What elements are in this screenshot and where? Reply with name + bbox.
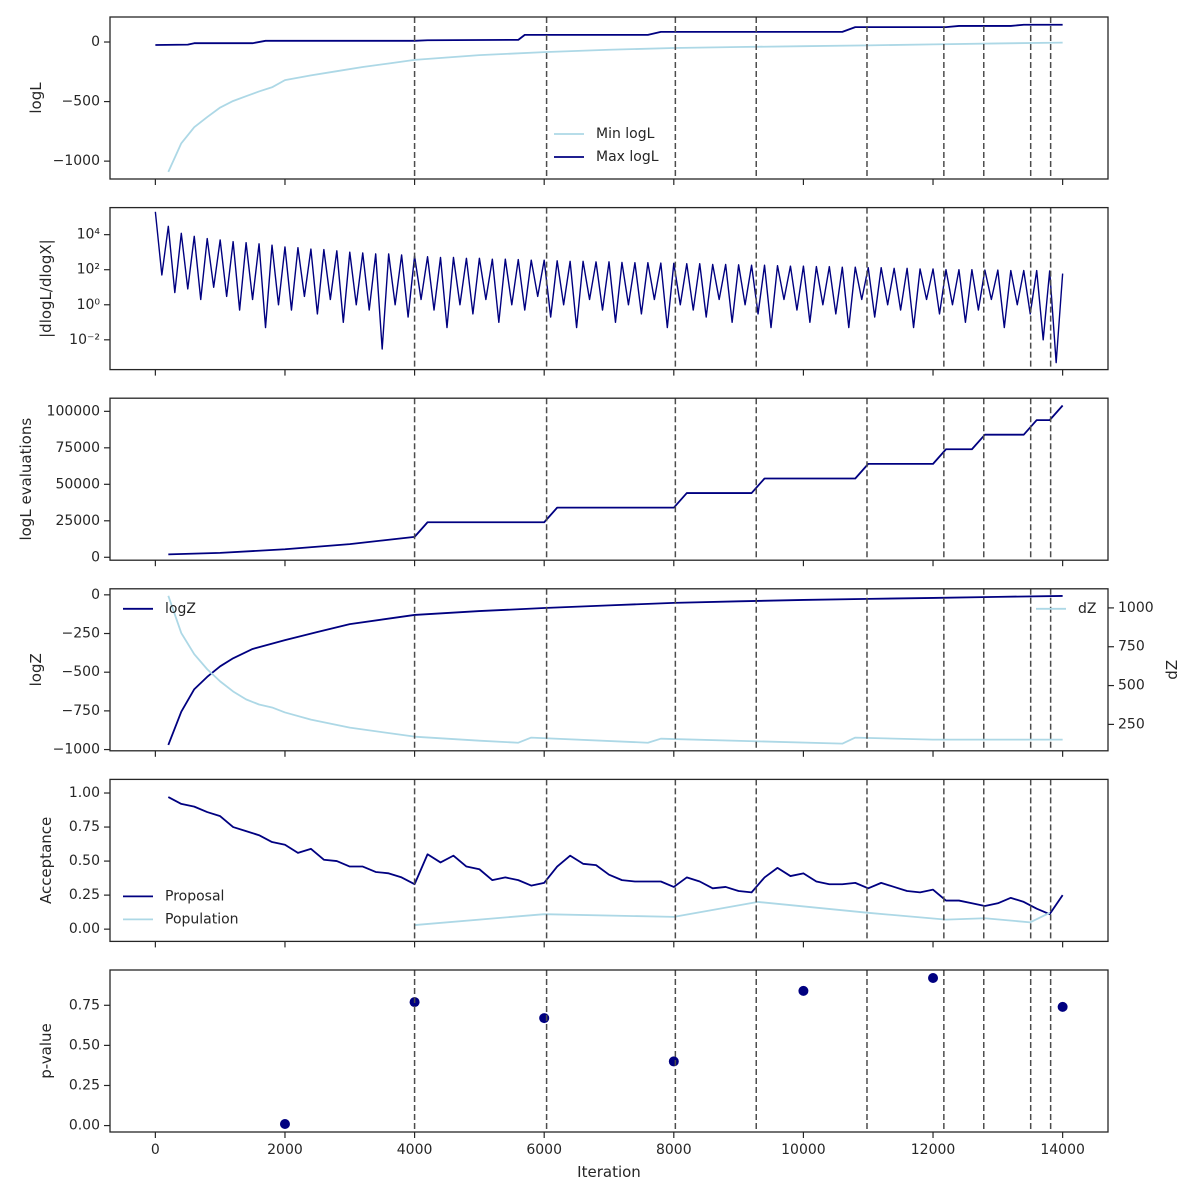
series-line <box>167 595 1063 745</box>
y-tick-label: −250 <box>62 626 100 642</box>
x-tick-label: 14000 <box>1040 1142 1085 1158</box>
y-tick-label: 10⁰ <box>77 297 101 313</box>
y-tick-label: 0.25 <box>69 887 100 903</box>
y-tick-label: 0 <box>91 549 100 565</box>
point <box>1057 1001 1068 1012</box>
plot-frame <box>109 397 1109 561</box>
y-tick-label: −500 <box>62 94 100 110</box>
y-tick-label: −1000 <box>53 153 100 169</box>
plot-frame <box>109 16 1109 180</box>
y-tick-label: 10⁻² <box>69 332 100 348</box>
series-line <box>167 41 1063 173</box>
series-line <box>167 595 1063 746</box>
y-tick-label: 500 <box>1118 678 1145 694</box>
y-tick-label: 0.75 <box>69 997 100 1013</box>
x-tick-label: 4000 <box>397 1142 433 1158</box>
y-tick-label: 10⁴ <box>77 227 101 243</box>
y-tick-label: 1000 <box>1118 600 1154 616</box>
y-tick-label: 100000 <box>47 403 100 419</box>
y-tick-label: −750 <box>62 703 100 719</box>
y-tick-label: 0.50 <box>69 1037 100 1053</box>
legend-label: Min logL <box>596 126 655 142</box>
y-tick-label: 75000 <box>55 440 100 456</box>
y-axis-label: Acceptance <box>37 817 55 904</box>
y-tick-label: 25000 <box>55 513 100 529</box>
y-tick-label: 1.00 <box>69 785 100 801</box>
y-tick-label: 50000 <box>55 476 100 492</box>
plot-frame <box>109 588 1109 752</box>
y-axis-label: p-value <box>37 1023 55 1079</box>
y-axis-label: logL <box>27 82 45 114</box>
point <box>928 973 939 984</box>
y-tick-label: −1000 <box>53 742 100 758</box>
x-tick-label: 6000 <box>526 1142 562 1158</box>
legend-label: Max logL <box>596 149 659 165</box>
y-axis-label: logZ <box>27 653 45 686</box>
series-line <box>155 23 1063 46</box>
y-axis-label: |dlogL/dlogX| <box>37 239 55 338</box>
point <box>539 1013 550 1024</box>
point <box>798 985 809 996</box>
y-tick-label: 250 <box>1118 716 1145 732</box>
y-tick-label: 10² <box>77 262 100 278</box>
y-tick-label: 0.75 <box>69 819 100 835</box>
y-tick-label: 0.25 <box>69 1077 100 1093</box>
series-line <box>167 796 1064 916</box>
y-tick-label: 0 <box>91 34 100 50</box>
legend-label: Proposal <box>165 888 224 904</box>
series-line <box>154 211 1064 364</box>
legend-label: dZ <box>1078 601 1096 617</box>
x-tick-label: 0 <box>151 1142 160 1158</box>
y-tick-label: 750 <box>1118 639 1145 655</box>
x-tick-label: 12000 <box>911 1142 956 1158</box>
y2-axis-label: dZ <box>1163 660 1181 680</box>
x-axis-label: Iteration <box>577 1163 641 1181</box>
plot-frame <box>109 206 1109 371</box>
y-tick-label: 0.00 <box>69 1118 100 1134</box>
plot-frame <box>109 778 1109 943</box>
series-line <box>414 901 1051 926</box>
y-tick-label: 0.50 <box>69 853 100 869</box>
legend-label: logZ <box>165 601 196 617</box>
point <box>668 1056 679 1067</box>
x-tick-label: 10000 <box>781 1142 826 1158</box>
y-tick-label: 0 <box>91 587 100 603</box>
x-tick-label: 8000 <box>656 1142 692 1158</box>
y-axis-label: logL evaluations <box>17 418 35 541</box>
plot-frame <box>109 969 1109 1133</box>
legend-label: Population <box>165 911 239 927</box>
y-tick-label: 0.00 <box>69 921 100 937</box>
y-tick-label: −500 <box>62 664 100 680</box>
series-line <box>168 404 1064 556</box>
x-tick-label: 2000 <box>267 1142 303 1158</box>
point <box>279 1118 290 1129</box>
